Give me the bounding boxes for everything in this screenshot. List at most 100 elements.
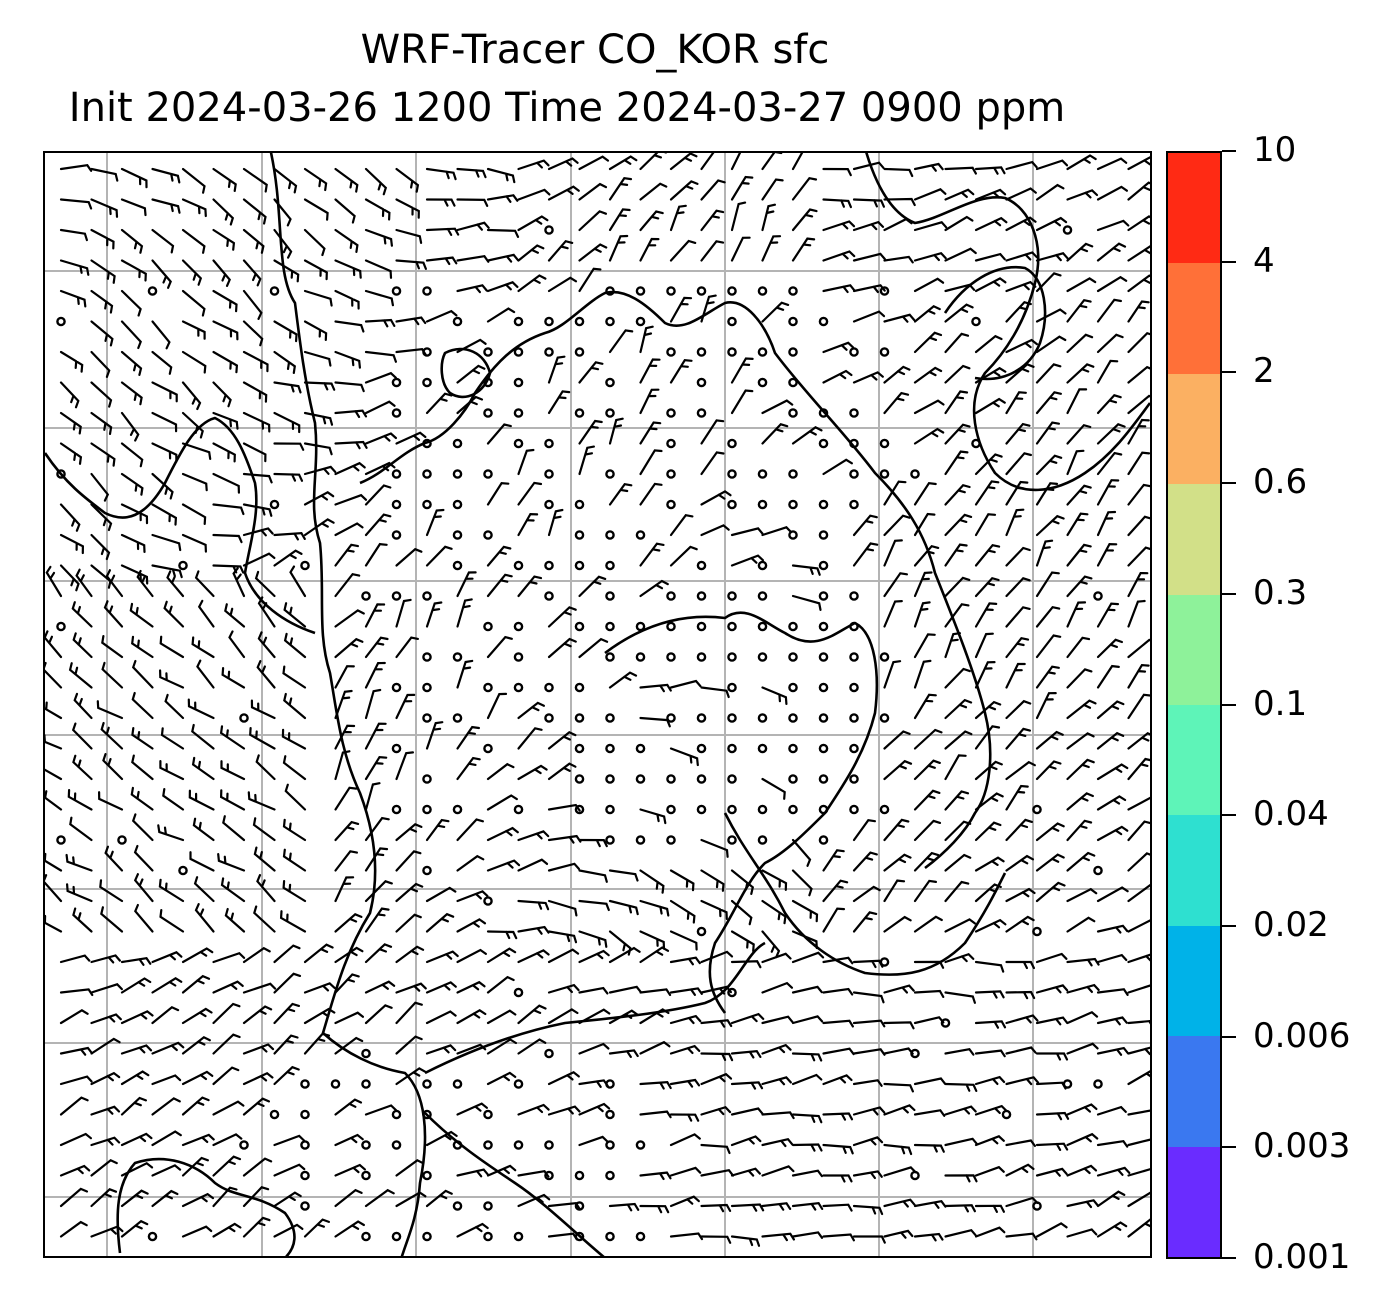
calm-circle bbox=[818, 438, 829, 449]
wind-barb bbox=[1035, 454, 1063, 476]
wind-barb bbox=[242, 320, 264, 347]
calm-circle bbox=[422, 438, 432, 449]
wind-barb bbox=[669, 747, 699, 767]
wind-barb bbox=[1066, 277, 1097, 293]
wind-barb bbox=[1005, 508, 1025, 537]
wind-barb bbox=[913, 1232, 944, 1242]
calm-circle bbox=[330, 1079, 341, 1089]
wind-barb bbox=[547, 157, 579, 171]
wind-barb bbox=[1005, 1014, 1039, 1025]
wind-barb bbox=[883, 879, 906, 903]
wind-barb bbox=[1127, 300, 1150, 323]
wind-barb bbox=[45, 790, 63, 811]
calm-circle bbox=[147, 286, 158, 296]
wind-barb bbox=[395, 228, 423, 244]
calm-circle bbox=[940, 1018, 951, 1028]
wind-barb bbox=[730, 1012, 765, 1025]
wind-barb bbox=[181, 1096, 210, 1116]
calm-circle bbox=[513, 438, 524, 449]
wind-barb bbox=[639, 1171, 672, 1181]
wind-barb bbox=[395, 316, 427, 326]
calm-circle bbox=[666, 499, 676, 510]
wind-barb bbox=[761, 1043, 792, 1055]
wind-barb bbox=[974, 792, 1004, 811]
wind-barb bbox=[151, 1130, 182, 1147]
wind-barb bbox=[883, 1082, 914, 1093]
calm-circle bbox=[879, 957, 890, 967]
wind-barb bbox=[212, 1033, 241, 1055]
calm-circle bbox=[727, 286, 737, 296]
wind-barb bbox=[700, 1019, 733, 1028]
wind-barb bbox=[364, 943, 393, 964]
calm-circle bbox=[605, 1170, 615, 1181]
wind-barb bbox=[242, 259, 262, 287]
wind-barb bbox=[944, 730, 973, 750]
wind-barb bbox=[303, 228, 326, 257]
wind-barb bbox=[303, 320, 328, 341]
wind-barb bbox=[364, 289, 394, 307]
calm-circle bbox=[422, 652, 432, 662]
wind-barb bbox=[547, 185, 580, 201]
wind-barb bbox=[196, 659, 215, 689]
wind-barb bbox=[700, 869, 725, 892]
wind-barb bbox=[273, 320, 298, 343]
wind-barb bbox=[486, 167, 516, 184]
calm-circle bbox=[544, 713, 554, 723]
calm-circle bbox=[574, 408, 585, 418]
wind-barb bbox=[1127, 599, 1146, 628]
calm-circle bbox=[757, 591, 768, 601]
wind-barb bbox=[1035, 571, 1060, 598]
wind-barb bbox=[944, 364, 971, 384]
calm-circle bbox=[605, 652, 615, 662]
wind-barb bbox=[303, 491, 335, 506]
wind-barb bbox=[159, 635, 185, 659]
wind-barb bbox=[913, 221, 948, 232]
wind-barb bbox=[242, 381, 268, 403]
wind-barb bbox=[791, 1231, 824, 1239]
wind-barb bbox=[364, 461, 396, 476]
calm-circle bbox=[422, 713, 432, 723]
wind-barb bbox=[1096, 157, 1128, 171]
wind-barb bbox=[974, 918, 1007, 933]
wind-barb bbox=[256, 660, 276, 689]
wind-barb bbox=[1035, 514, 1065, 537]
wind-barb bbox=[639, 542, 665, 567]
wind-barb bbox=[578, 210, 607, 232]
wind-barb bbox=[181, 411, 204, 439]
calm-circle bbox=[56, 621, 66, 632]
wind-barb bbox=[761, 1165, 795, 1177]
wind-barb bbox=[253, 905, 276, 933]
wind-barb bbox=[913, 251, 947, 262]
wind-barb bbox=[669, 359, 693, 384]
wind-barb bbox=[181, 320, 206, 340]
calm-circle bbox=[879, 652, 890, 662]
wind-barb bbox=[425, 1044, 457, 1055]
calm-circle bbox=[666, 835, 676, 845]
wind-barb bbox=[791, 176, 818, 201]
wind-barb bbox=[1096, 333, 1124, 354]
calm-circle bbox=[849, 743, 859, 754]
wind-barb bbox=[730, 153, 742, 171]
wind-barb bbox=[120, 259, 147, 282]
calm-circle bbox=[757, 713, 768, 723]
wind-barb bbox=[1066, 732, 1095, 750]
wind-barb bbox=[730, 1081, 764, 1090]
wind-barb bbox=[486, 762, 515, 781]
calm-circle bbox=[1062, 225, 1073, 235]
map-panel bbox=[43, 151, 1152, 1258]
wind-barb bbox=[547, 239, 574, 262]
wind-barb bbox=[730, 1135, 762, 1147]
wind-barb bbox=[1035, 183, 1065, 201]
wind-barb bbox=[639, 716, 671, 728]
calm-circle bbox=[635, 835, 646, 845]
wind-barb bbox=[151, 167, 181, 184]
wind-barb bbox=[90, 1188, 118, 1208]
wind-barb bbox=[65, 853, 93, 872]
wind-barb bbox=[608, 946, 641, 964]
wind-barb bbox=[1096, 1016, 1128, 1026]
calm-circle bbox=[788, 499, 798, 510]
wind-barb bbox=[517, 575, 543, 598]
wind-barb bbox=[120, 1010, 154, 1025]
calm-circle bbox=[483, 1231, 493, 1242]
wind-barb bbox=[242, 472, 273, 484]
